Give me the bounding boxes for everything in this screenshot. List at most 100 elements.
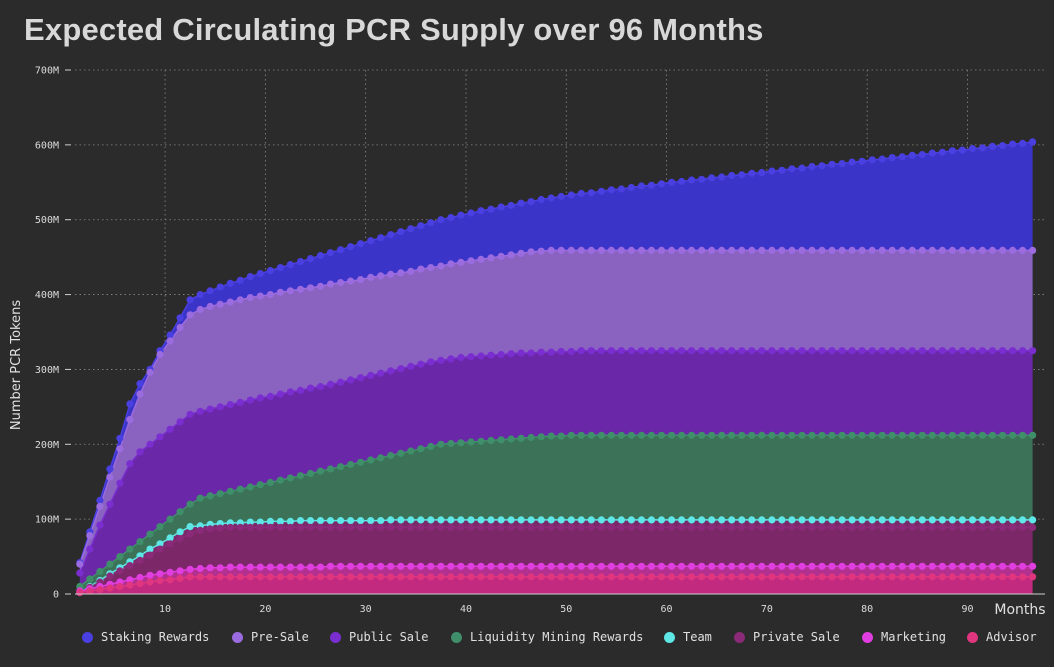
point-pre-sale — [527, 248, 535, 256]
legend-item-private-sale[interactable]: Private Sale — [734, 630, 840, 644]
point-liquidity-mining-rewards — [387, 451, 395, 460]
point-team — [166, 534, 174, 542]
point-staking-rewards — [858, 157, 866, 165]
point-private-sale — [316, 523, 325, 532]
point-advisor — [878, 573, 886, 581]
point-team — [808, 516, 816, 524]
point-public-sale — [898, 347, 906, 355]
point-liquidity-mining-rewards — [828, 431, 836, 439]
legend-item-advisor[interactable]: Advisor — [967, 630, 1037, 644]
point-pre-sale — [688, 246, 696, 254]
point-team — [1019, 516, 1027, 524]
point-public-sale — [928, 347, 936, 355]
y-tick-label: 300M — [35, 365, 59, 376]
point-staking-rewards — [467, 209, 475, 217]
point-public-sale — [316, 383, 325, 391]
point-public-sale — [136, 448, 144, 456]
point-public-sale — [918, 347, 926, 355]
legend-item-marketing[interactable]: Marketing — [862, 630, 946, 644]
point-public-sale — [276, 390, 284, 398]
legend-item-staking-rewards[interactable]: Staking Rewards — [82, 630, 209, 644]
x-tick-label: 30 — [360, 604, 372, 615]
point-staking-rewards — [407, 225, 415, 233]
point-private-sale — [427, 523, 435, 532]
point-public-sale — [106, 500, 114, 508]
point-marketing — [537, 562, 545, 570]
point-staking-rewards — [427, 219, 435, 227]
x-tick-label: 80 — [861, 604, 873, 615]
point-public-sale — [477, 352, 485, 360]
point-team — [728, 516, 736, 524]
point-advisor — [96, 585, 104, 594]
point-pre-sale — [547, 246, 555, 254]
point-public-sale — [988, 347, 997, 355]
point-public-sale — [397, 365, 405, 373]
point-public-sale — [748, 347, 756, 355]
point-liquidity-mining-rewards — [688, 431, 696, 439]
point-advisor — [778, 573, 786, 581]
point-staking-rewards — [246, 273, 254, 281]
point-advisor — [868, 573, 876, 581]
point-liquidity-mining-rewards — [898, 431, 906, 439]
point-private-sale — [657, 523, 666, 532]
point-public-sale — [377, 369, 385, 377]
point-staking-rewards — [96, 496, 104, 504]
point-liquidity-mining-rewards — [497, 436, 505, 444]
point-pre-sale — [768, 246, 776, 254]
point-private-sale — [587, 523, 595, 532]
point-marketing — [156, 570, 164, 578]
legend-item-pre-sale[interactable]: Pre-Sale — [232, 630, 309, 644]
point-marketing — [758, 562, 766, 570]
point-liquidity-mining-rewards — [136, 538, 144, 546]
point-public-sale — [798, 347, 806, 355]
point-team — [427, 516, 435, 524]
x-axis-label: Months — [994, 602, 1045, 618]
point-advisor — [637, 573, 646, 581]
point-staking-rewards — [276, 264, 284, 272]
point-team — [999, 516, 1007, 524]
point-staking-rewards — [587, 189, 595, 197]
point-team — [417, 516, 425, 524]
point-advisor — [467, 573, 475, 581]
point-pre-sale — [427, 264, 435, 272]
point-public-sale — [76, 569, 84, 577]
point-team — [607, 516, 616, 524]
point-marketing — [607, 562, 616, 570]
point-public-sale — [958, 347, 967, 355]
x-tick-label: 20 — [259, 604, 271, 615]
point-public-sale — [296, 386, 305, 394]
point-staking-rewards — [537, 195, 545, 204]
point-liquidity-mining-rewards — [758, 431, 766, 439]
point-private-sale — [417, 523, 425, 532]
legend-item-public-sale[interactable]: Public Sale — [330, 630, 428, 644]
point-marketing — [958, 562, 967, 570]
point-private-sale — [276, 523, 284, 532]
point-pre-sale — [999, 246, 1007, 254]
point-marketing — [176, 567, 184, 575]
legend-item-liquidity-mining-rewards[interactable]: Liquidity Mining Rewards — [451, 630, 643, 644]
point-team — [738, 516, 746, 524]
point-staking-rewards — [106, 465, 114, 473]
point-advisor — [1019, 573, 1027, 581]
point-advisor — [196, 573, 204, 581]
point-public-sale — [146, 440, 154, 448]
point-public-sale — [226, 401, 234, 409]
point-advisor — [176, 574, 184, 582]
point-pre-sale — [758, 246, 766, 254]
point-team — [316, 517, 325, 525]
point-public-sale — [627, 347, 636, 355]
point-public-sale — [326, 380, 335, 388]
point-team — [938, 516, 947, 524]
point-advisor — [617, 573, 626, 581]
legend-item-team[interactable]: Team — [664, 630, 712, 644]
point-public-sale — [507, 350, 515, 358]
point-pre-sale — [447, 260, 455, 268]
point-staking-rewards — [988, 142, 997, 150]
point-private-sale — [337, 523, 345, 532]
point-advisor — [698, 573, 706, 581]
point-marketing — [407, 562, 415, 570]
point-staking-rewards — [898, 153, 906, 161]
point-liquidity-mining-rewards — [427, 442, 435, 451]
point-liquidity-mining-rewards — [116, 553, 124, 561]
chart-title: Expected Circulating PCR Supply over 96 … — [24, 12, 764, 47]
